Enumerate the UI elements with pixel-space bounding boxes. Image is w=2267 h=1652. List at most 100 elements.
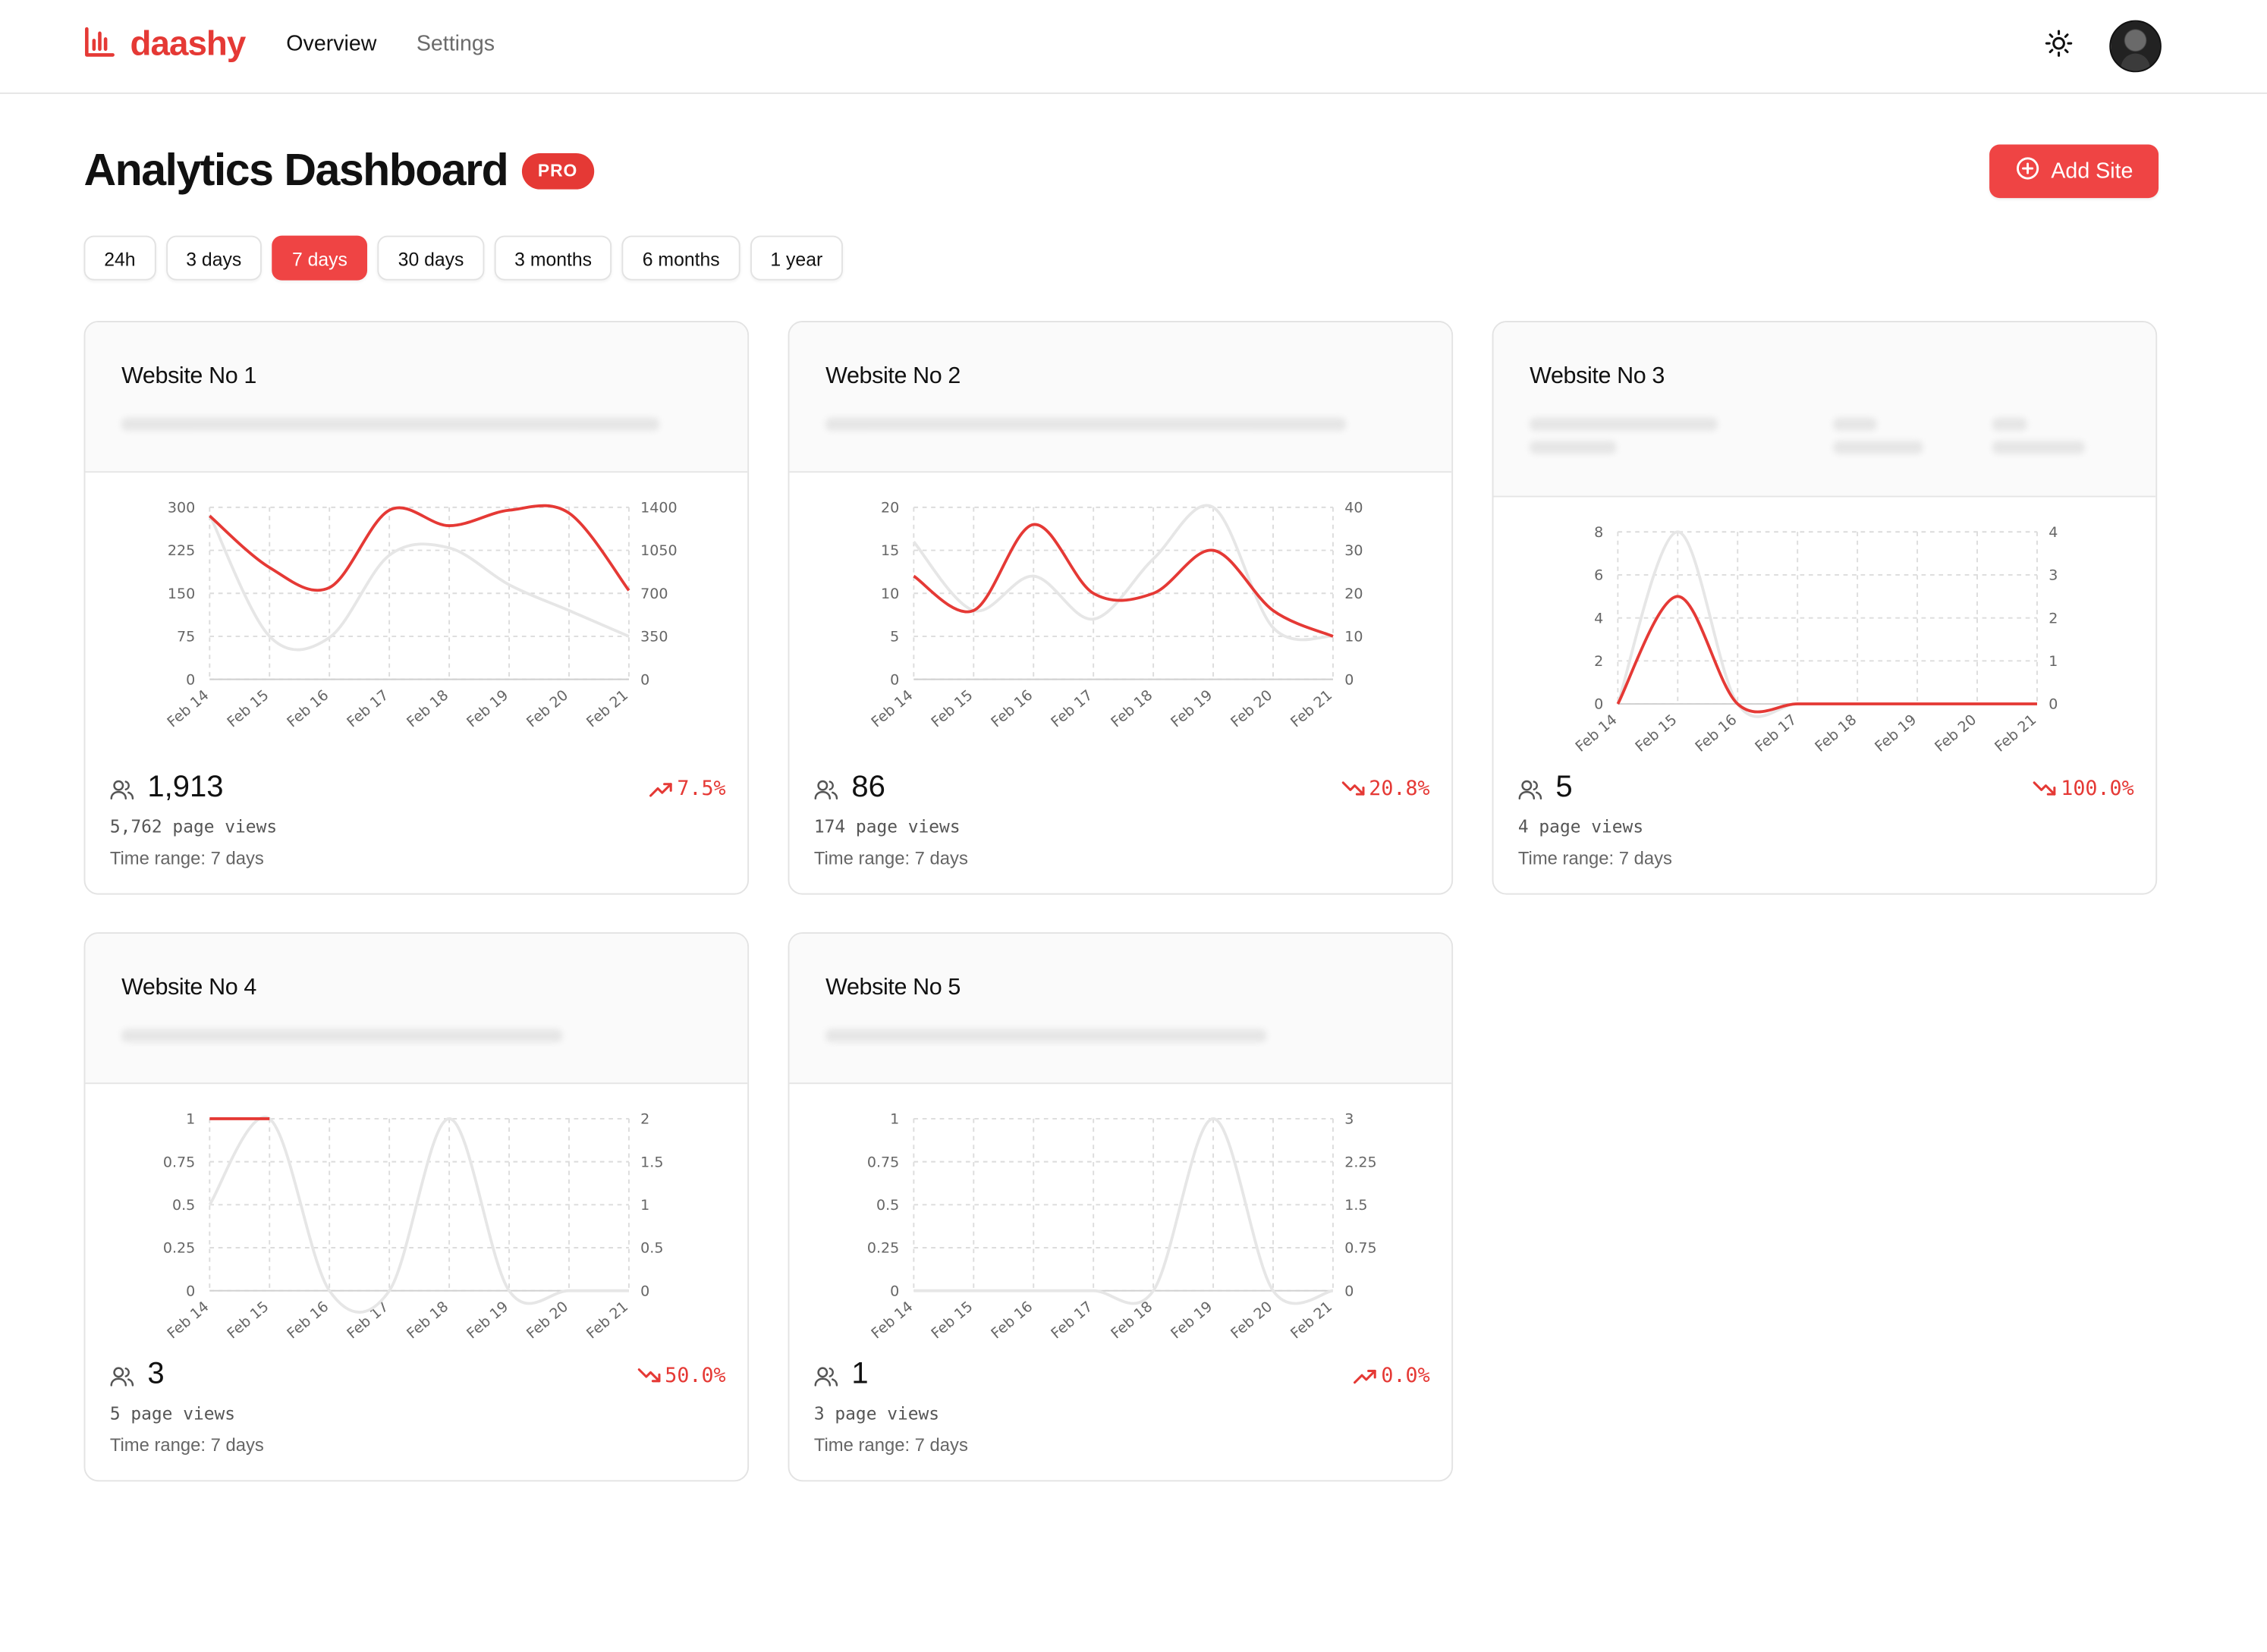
page-views: 5,762 page views xyxy=(109,816,278,837)
visitors-line xyxy=(209,504,630,592)
time-range-label: Time range: 7 days xyxy=(813,1435,968,1456)
users-icon xyxy=(110,1366,134,1395)
x-tick-label: Feb 19 xyxy=(1168,1299,1215,1343)
y-right-tick-label: 40 xyxy=(1344,500,1363,517)
range-button-24h[interactable]: 24h xyxy=(83,235,156,281)
range-button-7-days[interactable]: 7 days xyxy=(272,235,368,281)
y-left-tick-label: 15 xyxy=(881,542,899,559)
y-left-tick-label: 0 xyxy=(890,671,899,688)
page-views: 4 page views xyxy=(1517,816,1644,837)
range-button-3-days[interactable]: 3 days xyxy=(165,235,262,281)
x-tick-label: Feb 20 xyxy=(524,686,571,730)
add-site-button[interactable]: Add Site xyxy=(1989,144,2159,199)
x-tick-label: Feb 16 xyxy=(284,1299,332,1343)
x-tick-label: Feb 16 xyxy=(284,686,332,730)
site-card-1[interactable]: Website No 1 0 75 150 225 300 0 350 700 1050 1400… xyxy=(83,321,750,895)
x-tick-label: Feb 20 xyxy=(1228,1299,1275,1343)
y-right-tick-label: 700 xyxy=(640,586,668,602)
site-card-4[interactable]: Website No 4 0 0.25 0.5 0.75 1 0 0.5 1 1.5 2 Feb 1… xyxy=(83,932,750,1482)
y-left-tick-label: 1 xyxy=(186,1111,195,1128)
y-right-tick-label: 30 xyxy=(1344,542,1363,559)
x-tick-label: Feb 15 xyxy=(928,1299,976,1343)
traffic-chart: 0 5 10 15 20 0 10 20 30 40 Feb 14 Feb 15 Feb 16 Feb 1… xyxy=(868,500,1363,731)
theme-toggle-button[interactable] xyxy=(2040,27,2078,65)
change-indicator: 50.0% xyxy=(637,1365,726,1387)
site-card-3[interactable]: Website No 3 0 2 4 6 8 0 1 2 3 4 Feb 14 Feb 15 Feb 1… xyxy=(1492,321,2158,895)
redacted-site-info xyxy=(1992,441,2085,454)
y-left-tick-label: 75 xyxy=(177,629,195,645)
site-card-header: Website No 4 xyxy=(85,934,748,1085)
y-left-tick-label: 2 xyxy=(1594,653,1603,670)
x-tick-label: Feb 14 xyxy=(164,686,212,730)
y-right-tick-label: 0 xyxy=(640,1283,649,1299)
visitors-line xyxy=(913,523,1334,638)
time-range-label: Time range: 7 days xyxy=(109,1435,264,1456)
site-card-5[interactable]: Website No 5 0 0.25 0.5 0.75 1 0 0.75 1.5 2.25 3 F… xyxy=(788,932,1454,1482)
y-left-tick-label: 0 xyxy=(1594,696,1603,713)
time-range-label: Time range: 7 days xyxy=(109,848,264,869)
y-left-tick-label: 1 xyxy=(890,1111,899,1128)
nav-settings[interactable]: Settings xyxy=(416,31,495,57)
redacted-site-info xyxy=(121,1029,563,1042)
traffic-chart: 0 0.25 0.5 0.75 1 0 0.5 1 1.5 2 Feb 14 Feb 15 Feb 16… xyxy=(163,1111,664,1343)
y-left-tick-label: 6 xyxy=(1594,567,1603,584)
stats-row: 5 100.0% xyxy=(1518,771,2134,811)
x-tick-label: Feb 16 xyxy=(1692,711,1740,755)
logo[interactable]: daashy xyxy=(84,24,246,64)
range-button-30-days[interactable]: 30 days xyxy=(377,235,485,281)
y-left-tick-label: 225 xyxy=(168,542,195,559)
redacted-site-info xyxy=(825,417,1347,431)
x-tick-label: Feb 14 xyxy=(164,1299,212,1343)
change-indicator: 0.0% xyxy=(1354,1364,1430,1388)
x-tick-label: Feb 19 xyxy=(1872,711,1920,755)
stats-row: 3 50.0% xyxy=(110,1357,726,1398)
y-right-tick-label: 2.25 xyxy=(1344,1154,1376,1170)
site-name: Website No 3 xyxy=(1530,364,1665,389)
y-right-tick-label: 1400 xyxy=(640,500,677,517)
y-right-tick-label: 0 xyxy=(1344,671,1354,688)
range-button-3-months[interactable]: 3 months xyxy=(494,235,612,281)
user-avatar[interactable] xyxy=(2109,20,2162,73)
site-card-2[interactable]: Website No 2 0 5 10 15 20 0 10 20 30 40 Feb 14 Feb … xyxy=(788,321,1454,895)
pageviews-line xyxy=(913,1117,1334,1305)
y-right-tick-label: 2 xyxy=(640,1111,649,1128)
x-tick-label: Feb 18 xyxy=(1812,711,1860,755)
y-left-tick-label: 0.5 xyxy=(172,1197,195,1214)
trending-up-icon xyxy=(649,783,673,797)
redacted-site-info xyxy=(825,1029,1267,1042)
x-tick-label: Feb 19 xyxy=(464,686,511,730)
y-right-tick-label: 1 xyxy=(2048,653,2058,670)
page-title: Analytics Dashboard xyxy=(83,144,509,196)
change-indicator: 100.0% xyxy=(2033,777,2134,801)
x-tick-label: Feb 15 xyxy=(224,686,272,730)
pageviews-line xyxy=(208,1115,629,1314)
page-views: 3 page views xyxy=(813,1403,940,1424)
x-tick-label: Feb 14 xyxy=(868,686,916,730)
site-name: Website No 1 xyxy=(121,364,256,389)
x-tick-label: Feb 20 xyxy=(1932,711,1979,755)
change-value: 0.0% xyxy=(1381,1364,1430,1388)
stats-row: 1,913 7.5% xyxy=(110,771,726,811)
pageviews-line xyxy=(912,504,1334,642)
y-right-tick-label: 10 xyxy=(1344,629,1363,645)
y-right-tick-label: 0.5 xyxy=(640,1240,663,1257)
y-left-tick-label: 20 xyxy=(881,500,899,517)
redacted-site-info xyxy=(1833,441,1923,454)
x-tick-label: Feb 21 xyxy=(1288,686,1335,730)
traffic-chart: 0 0.25 0.5 0.75 1 0 0.75 1.5 2.25 3 Feb 14 Feb 15 Fe… xyxy=(867,1111,1377,1343)
users-icon xyxy=(1518,779,1542,808)
x-tick-label: Feb 20 xyxy=(1228,686,1275,730)
range-button-1-year[interactable]: 1 year xyxy=(750,235,843,281)
x-tick-label: Feb 14 xyxy=(868,1299,916,1343)
change-value: 20.8% xyxy=(1369,777,1430,801)
range-button-6-months[interactable]: 6 months xyxy=(622,235,740,281)
y-left-tick-label: 0.75 xyxy=(867,1154,899,1170)
site-card-header: Website No 1 xyxy=(85,322,748,473)
plus-circle-icon xyxy=(2015,156,2039,187)
x-tick-label: Feb 18 xyxy=(404,1299,451,1343)
change-value: 100.0% xyxy=(2061,777,2134,801)
nav-overview[interactable]: Overview xyxy=(286,31,377,57)
users-icon xyxy=(814,1366,838,1395)
change-indicator: 7.5% xyxy=(649,777,726,801)
